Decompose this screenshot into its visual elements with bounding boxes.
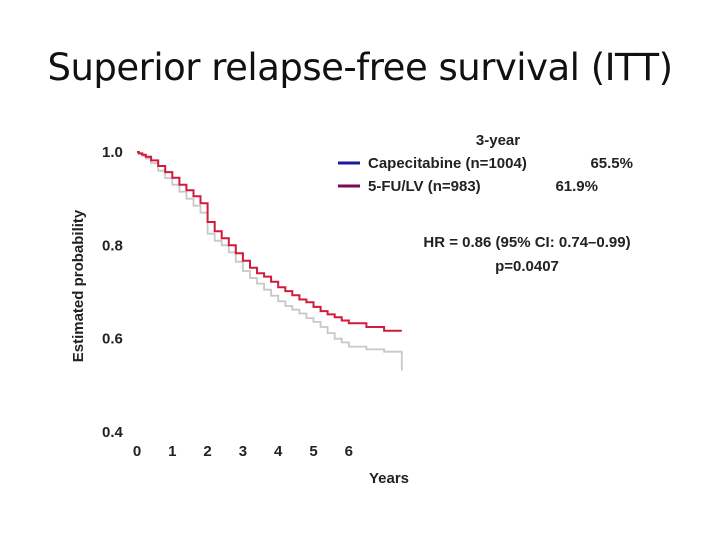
x-axis-label: Years [369, 470, 409, 487]
legend-value-capecitabine: 65.5% [590, 155, 633, 172]
legend-header: 3-year [476, 132, 520, 149]
hazard-ratio-annotation: HR = 0.86 (95% CI: 0.74–0.99) [423, 234, 630, 251]
x-tick-label: 1 [168, 443, 176, 460]
y-tick-label: 0.6 [102, 331, 123, 348]
capecitabine-curve [137, 151, 402, 332]
y-tick-label: 0.4 [102, 424, 124, 441]
x-tick-label: 5 [309, 443, 317, 460]
fu-lv-curve [137, 151, 403, 371]
x-tick-label: 6 [345, 443, 353, 460]
legend: 3-year Capecitabine (n=1004) 65.5% 5-FU/… [338, 132, 633, 195]
x-tick-label: 0 [133, 443, 141, 460]
y-axis-label: Estimated probability [70, 209, 87, 362]
y-tick-label: 0.8 [102, 237, 123, 254]
x-tick-label: 3 [239, 443, 247, 460]
x-tick-label: 2 [203, 443, 211, 460]
slide-title: Superior relapse-free survival (ITT) [47, 46, 673, 89]
legend-label-fu-lv: 5-FU/LV (n=983) [368, 178, 481, 195]
x-tick-label: 4 [274, 443, 283, 460]
legend-value-fu-lv: 61.9% [555, 178, 598, 195]
y-tick-label: 1.0 [102, 144, 123, 161]
legend-label-capecitabine: Capecitabine (n=1004) [368, 155, 527, 172]
p-value-annotation: p=0.0407 [495, 258, 559, 275]
